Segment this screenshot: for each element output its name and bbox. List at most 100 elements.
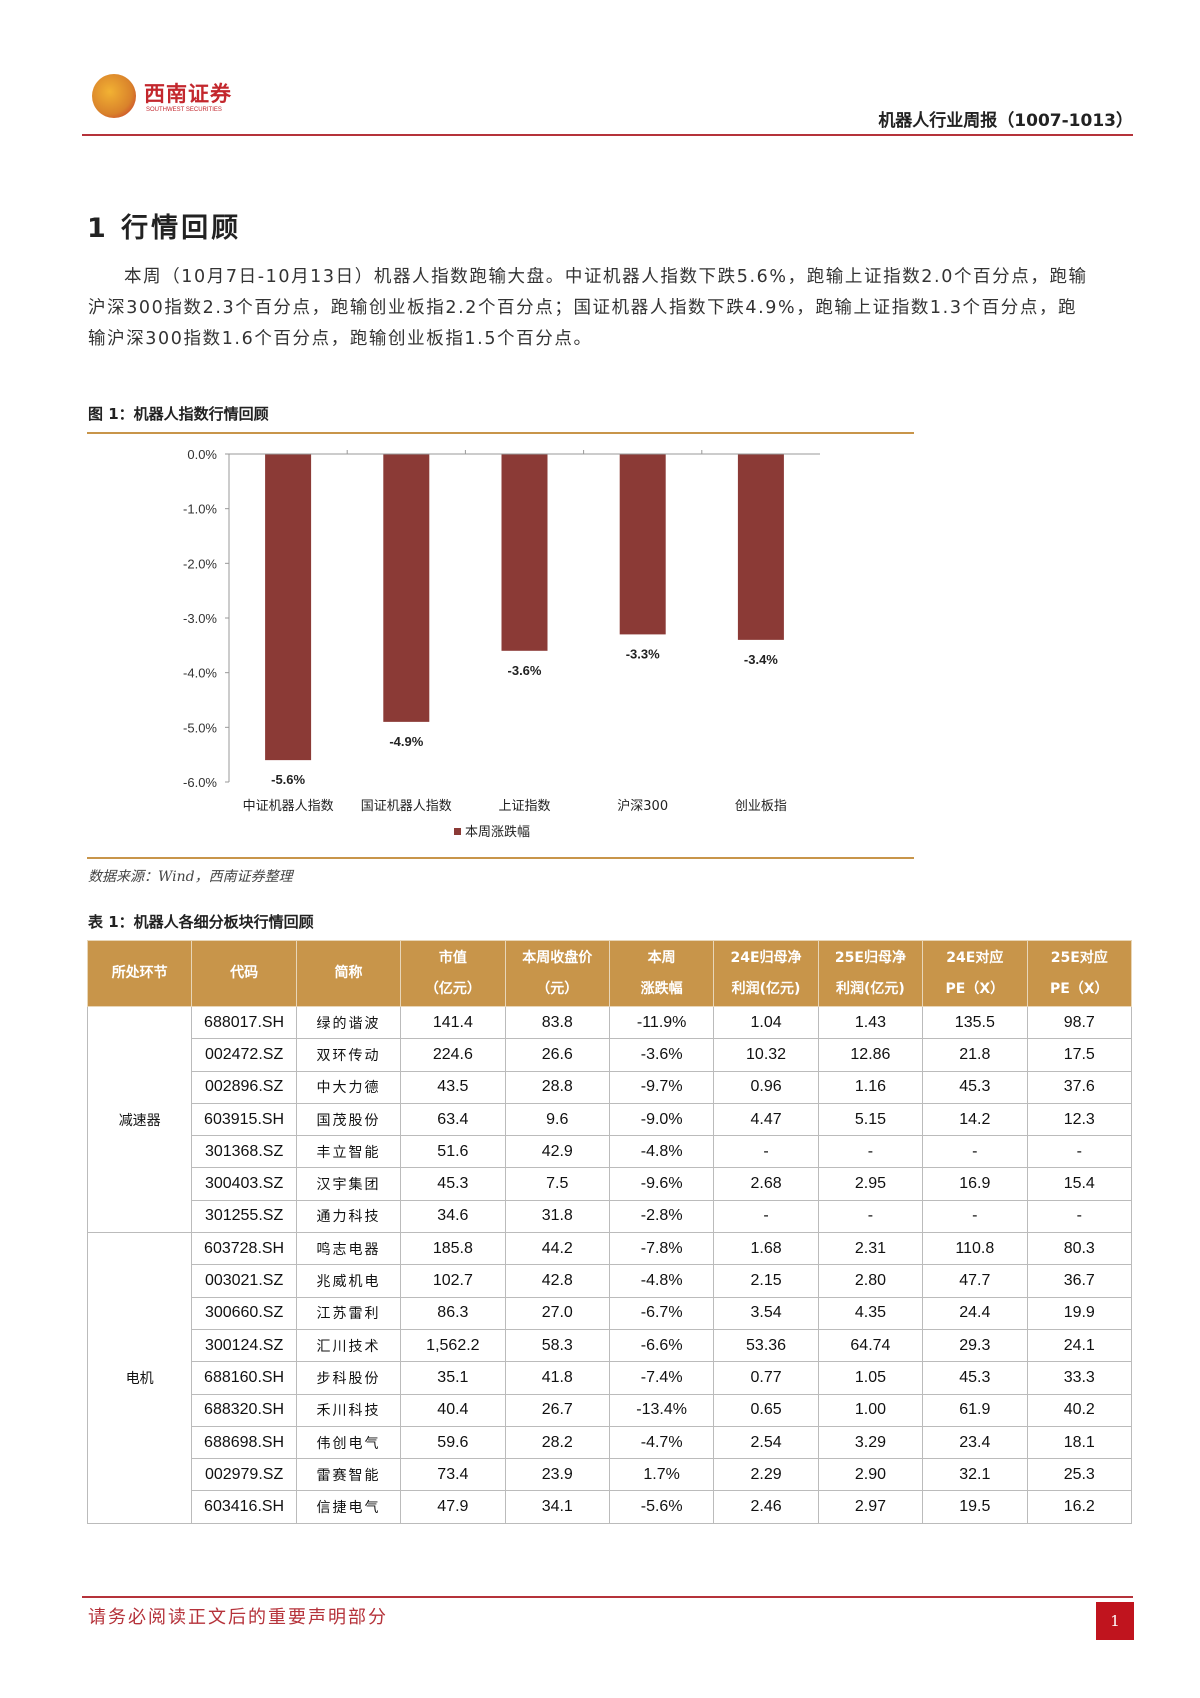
y-tick-label: -1.0% xyxy=(183,502,217,517)
table-cell: 禾川科技 xyxy=(295,1393,402,1427)
table-cell: 31.8 xyxy=(504,1199,610,1234)
table-cell: 2.80 xyxy=(817,1264,924,1298)
table-cell: 16.9 xyxy=(922,1167,1028,1201)
legend-swatch xyxy=(454,828,461,835)
table-cell: 002472.SZ xyxy=(191,1038,297,1072)
table-cell: 18.1 xyxy=(1026,1425,1133,1460)
column-header-line: 代码 xyxy=(230,965,259,981)
table-cell: 0.65 xyxy=(713,1393,819,1427)
table-cell: 185.8 xyxy=(400,1232,506,1266)
column-header: 本周 涨跌幅 xyxy=(608,940,715,1007)
y-tick-label: -3.0% xyxy=(183,611,217,626)
table-cell: -9.7% xyxy=(608,1070,715,1104)
table-cell: 43.5 xyxy=(400,1070,506,1104)
table-cell: 12.86 xyxy=(817,1038,924,1072)
column-header: 24E归母净 利润(亿元) xyxy=(713,940,819,1007)
table-row: 688160.SH 步科股份 35.1 41.8 -7.4% 0.77 1.05 45.3 33… xyxy=(88,1361,1133,1395)
table-cell: 伟创电气 xyxy=(295,1425,402,1460)
table-cell: 98.7 xyxy=(1026,1005,1133,1040)
table-cell: 19.9 xyxy=(1026,1296,1133,1330)
table-cell: 24.4 xyxy=(922,1296,1028,1330)
table-cell: 9.6 xyxy=(504,1102,610,1137)
table-cell: - xyxy=(1026,1135,1133,1169)
section-heading: 1 行情回顾 xyxy=(87,213,242,244)
table-cell: 45.3 xyxy=(922,1070,1028,1104)
table-cell: 47.9 xyxy=(400,1490,506,1524)
table-cell: 26.6 xyxy=(504,1038,610,1072)
y-tick-label: -2.0% xyxy=(183,556,217,571)
segment-cell: 电机 xyxy=(86,1232,193,1524)
page-number: 1 xyxy=(1096,1602,1134,1640)
column-header-line: 市值 xyxy=(438,949,467,966)
bar xyxy=(383,454,430,722)
table-cell: 80.3 xyxy=(1026,1232,1133,1266)
table-cell: -4.8% xyxy=(608,1135,715,1169)
bar xyxy=(265,454,312,761)
column-header-line: 利润(亿元) xyxy=(836,980,905,997)
table-cell: 301368.SZ xyxy=(191,1135,297,1169)
legend-label: 本周涨跌幅 xyxy=(465,824,530,840)
table-cell: 688320.SH xyxy=(191,1393,297,1427)
table-cell: 2.46 xyxy=(713,1490,819,1524)
table-cell: 中大力德 xyxy=(295,1070,402,1104)
column-header: 25E对应 PE（X） xyxy=(1026,940,1133,1007)
table-cell: 16.2 xyxy=(1026,1490,1133,1524)
disclaimer-note: 请务必阅读正文后的重要声明部分 xyxy=(88,1607,388,1628)
header-divider xyxy=(82,134,1133,136)
table-cell: 7.5 xyxy=(504,1167,610,1201)
table-row: 电机 603728.SH 鸣志电器 185.8 44.2 -7.8% 1.68 2.31 110… xyxy=(86,1232,1133,1524)
table-cell: 36.7 xyxy=(1026,1264,1133,1298)
table-row: 300403.SZ 汉宇集团 45.3 7.5 -9.6% 2.68 2.95 16.9 15.… xyxy=(88,1167,1133,1201)
y-tick-label: -4.0% xyxy=(183,666,217,681)
data-label: -5.6% xyxy=(271,772,305,787)
figure-bottom-rule xyxy=(87,857,914,859)
table-cell: 29.3 xyxy=(922,1328,1028,1363)
data-label: -3.3% xyxy=(626,646,660,661)
table-cell: 64.74 xyxy=(817,1328,924,1363)
column-header: 所处环节 xyxy=(86,940,193,1007)
table-cell: 603728.SH xyxy=(191,1232,297,1266)
table-cell: 45.3 xyxy=(922,1361,1028,1395)
table-cell: 37.6 xyxy=(1026,1070,1133,1104)
table-cell: -4.7% xyxy=(608,1425,715,1460)
table-cell: 688160.SH xyxy=(191,1361,297,1395)
table-row: 301255.SZ 通力科技 34.6 31.8 -2.8% - - - - xyxy=(88,1199,1133,1234)
category-label: 上证指数 xyxy=(498,799,550,814)
table-cell: 688698.SH xyxy=(191,1425,297,1460)
column-header-line: 利润(亿元) xyxy=(731,980,801,997)
table-cell: 2.31 xyxy=(817,1232,924,1266)
table-cell: 雷赛智能 xyxy=(295,1458,402,1492)
table-cell: -3.6% xyxy=(608,1038,715,1072)
table-cell: 2.97 xyxy=(817,1490,924,1524)
table-cell: - xyxy=(922,1199,1028,1234)
table-cell: 3.29 xyxy=(817,1425,924,1460)
bar xyxy=(619,454,666,635)
table-cell: 19.5 xyxy=(922,1490,1028,1524)
bar xyxy=(737,454,784,640)
table-cell: 41.8 xyxy=(504,1361,610,1395)
table-cell: 1.43 xyxy=(817,1005,924,1040)
column-header: 市值 （亿元） xyxy=(400,940,506,1007)
column-header-line: （元） xyxy=(536,980,579,997)
table-cell: 步科股份 xyxy=(295,1361,402,1395)
table-cell: -9.6% xyxy=(608,1167,715,1201)
table-row: 300660.SZ 江苏雷利 86.3 27.0 -6.7% 3.54 4.35 24.4 19… xyxy=(88,1296,1133,1330)
table-row: 301368.SZ 丰立智能 51.6 42.9 -4.8% - - - - xyxy=(88,1135,1133,1169)
table-cell: -4.8% xyxy=(608,1264,715,1298)
table-row: 002979.SZ 雷赛智能 73.4 23.9 1.7% 2.29 2.90 32.1 25.… xyxy=(88,1458,1133,1492)
table-cell: - xyxy=(922,1135,1028,1169)
data-label: -3.6% xyxy=(508,663,542,678)
table-cell: 2.90 xyxy=(817,1458,924,1492)
column-header-line: PE（X） xyxy=(1049,980,1109,997)
column-header-line: 涨跌幅 xyxy=(640,980,683,997)
table-row: 003021.SZ 兆威机电 102.7 42.8 -4.8% 2.15 2.80 47.7 3… xyxy=(88,1264,1133,1298)
column-header-line: 本周收盘价 xyxy=(522,949,593,966)
table-cell: 23.4 xyxy=(922,1425,1028,1460)
table-cell: 34.6 xyxy=(400,1199,506,1234)
table-cell: 51.6 xyxy=(400,1135,506,1169)
table-cell: 1.04 xyxy=(713,1005,819,1040)
column-header: 代码 xyxy=(191,940,297,1007)
table-cell: 丰立智能 xyxy=(295,1135,402,1169)
table-cell: 300124.SZ xyxy=(191,1328,297,1363)
table-cell: 21.8 xyxy=(922,1038,1028,1072)
